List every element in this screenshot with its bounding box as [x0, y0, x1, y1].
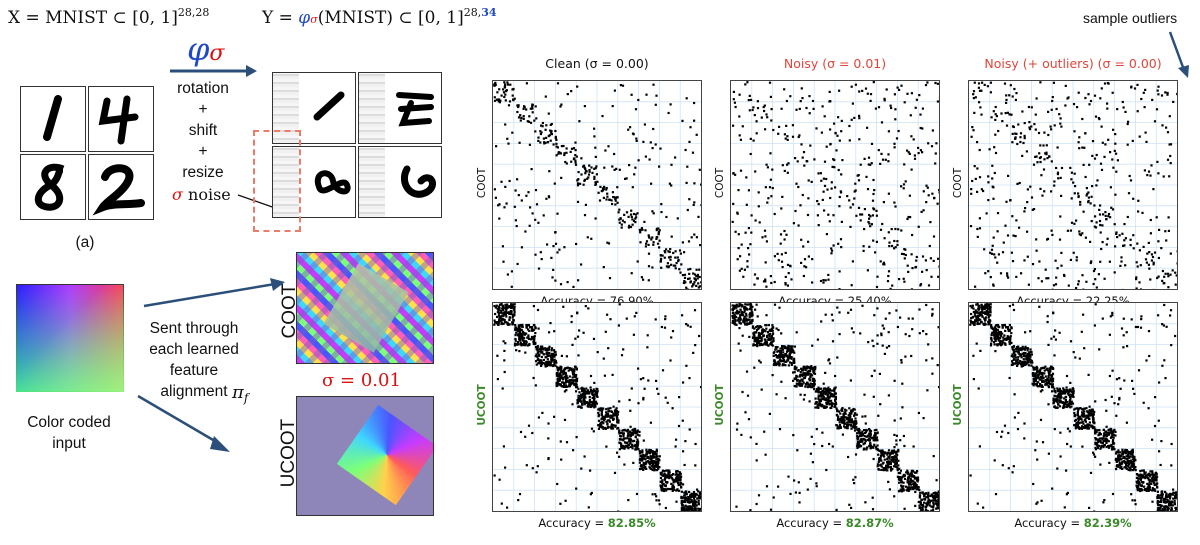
row-label-coot-2: COOT: [714, 167, 726, 199]
row-label-coot-3: COOT: [952, 167, 964, 199]
digit-2-image: [88, 154, 154, 220]
color-coded-input-image: [16, 284, 124, 392]
phi-sigma-symbol: φσ: [187, 30, 225, 68]
column-title-3: Noisy (+ outliers) (σ = 0.00): [984, 56, 1162, 71]
column-title-1: Clean (σ = 0.00): [545, 56, 649, 71]
transformed-digit-4: [358, 72, 442, 144]
accuracy-label-ucoot-1: Accuracy = 82.85%: [538, 516, 656, 530]
row-label-ucoot-1: UCOOT: [476, 384, 488, 426]
matrix-panel-ucoot-2: [730, 302, 940, 512]
arrow-to-coot: [143, 278, 285, 308]
matrix-panel-ucoot-1: [492, 302, 702, 512]
matrix-panel-coot-1: [492, 80, 702, 290]
sigma-equation: σ = 0.01: [322, 370, 401, 391]
transformed-digit-2: [358, 146, 442, 218]
color-input-label: Color coded input: [27, 414, 111, 452]
sample-outliers-label: sample outliers: [1083, 10, 1178, 26]
matrix-panel-ucoot-3: [968, 302, 1178, 512]
x-definition: X = MNIST ⊂ [0, 1]28,28: [8, 6, 210, 28]
transform-steps: rotation + shift + resize: [177, 80, 229, 181]
digit-1-image: [20, 86, 86, 152]
ucoot-alignment-image: [296, 396, 434, 516]
column-title-2: Noisy (σ = 0.01): [783, 56, 887, 71]
noise-region-highlight: [253, 130, 301, 232]
accuracy-label-ucoot-3: Accuracy = 82.39%: [1014, 516, 1132, 530]
transformed-digit-8: [272, 146, 356, 218]
sample-outliers-arrow: [1168, 31, 1189, 78]
digit-8-image: [20, 154, 86, 220]
transformed-digit-1: [272, 72, 356, 144]
row-label-ucoot-2: UCOOT: [714, 384, 726, 426]
pi-f-symbol: πf: [232, 382, 249, 405]
digit-4-image: [88, 86, 154, 152]
noise-label: σ noise: [172, 185, 231, 204]
row-label-coot-1: COOT: [476, 167, 488, 199]
arrow-to-ucoot: [137, 394, 230, 452]
row-label-ucoot-3: UCOOT: [952, 384, 964, 426]
matrix-panel-coot-3: [968, 80, 1178, 290]
transform-arrow: [170, 65, 257, 77]
sent-through-label: Sent through each learned feature alignm…: [149, 320, 239, 400]
panel-a-label: (a): [75, 234, 95, 251]
matrix-panel-coot-2: [730, 80, 940, 290]
coot-alignment-image: [296, 252, 434, 364]
accuracy-label-ucoot-2: Accuracy = 82.87%: [776, 516, 894, 530]
y-definition: Y = φσ(MNIST) ⊂ [0, 1]28,34: [262, 6, 497, 28]
